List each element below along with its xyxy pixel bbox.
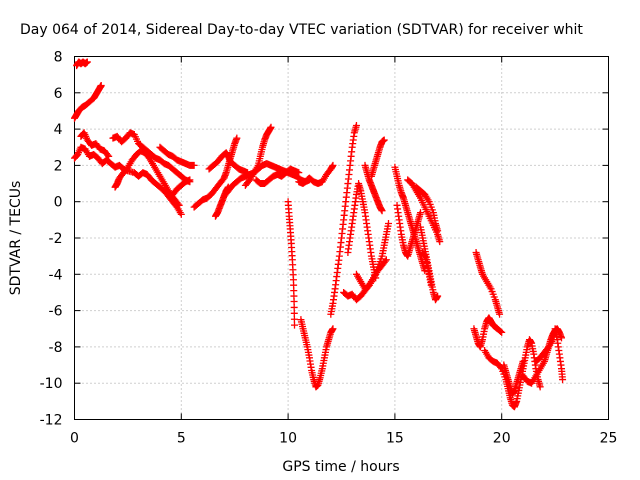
data-point-arc-ac (427, 281, 435, 289)
data-point-arc-v (378, 207, 386, 215)
data-point-arc-f (175, 201, 183, 209)
x-tick: 5 (177, 56, 186, 447)
data-point-arc-ag (519, 357, 527, 365)
y-tick-label: 8 (54, 50, 63, 66)
data-point-arc-w (380, 136, 388, 144)
y-tick: 6 (54, 86, 609, 102)
y-tick-label: -10 (40, 376, 63, 392)
y-tick: 4 (54, 122, 609, 138)
data-point-arc-ae (498, 328, 506, 336)
data-point-arc-ai (559, 376, 567, 384)
x-tick-label: 25 (600, 431, 618, 447)
y-tick: -4 (49, 267, 609, 283)
x-tick-label: 0 (70, 431, 79, 447)
data-point-arc-h (186, 176, 194, 184)
data-point-arc-d (105, 152, 113, 160)
y-tick-label: -8 (49, 340, 63, 356)
data-point-arc-m (267, 123, 275, 131)
y-tick: -10 (40, 376, 609, 392)
data-point-arc-c (83, 58, 91, 66)
x-tick: 10 (279, 56, 297, 447)
x-axis-label: GPS time / hours (282, 459, 399, 475)
data-points (71, 58, 567, 411)
data-point-arc-d (104, 151, 112, 159)
y-tick: 0 (54, 195, 609, 211)
data-point-arc-q (329, 325, 337, 333)
y-tick-label: -4 (49, 267, 63, 283)
data-point-arc-p (329, 161, 337, 169)
data-point-arc-ah (558, 334, 566, 342)
data-point-arc-af (536, 383, 544, 391)
data-point-arc-o (291, 321, 299, 329)
x-tick: 20 (493, 56, 511, 447)
y-tick-label: 2 (54, 158, 63, 174)
x-tick: 15 (386, 56, 404, 447)
data-point-arc-o (290, 298, 298, 306)
data-point-arc-g (190, 161, 198, 169)
y-tick-label: -12 (40, 413, 63, 429)
chart-title: Day 064 of 2014, Sidereal Day-to-day VTE… (20, 22, 583, 38)
y-tick-label: -6 (49, 304, 63, 320)
x-tick-label: 20 (493, 431, 511, 447)
data-point-arc-i (233, 134, 241, 142)
x-tick-label: 10 (279, 431, 297, 447)
data-point-arc-b (97, 82, 105, 90)
y-tick-label: 0 (54, 195, 63, 211)
data-point-arc-r (352, 121, 360, 129)
y-tick: -2 (49, 231, 609, 247)
data-point-arc-f (174, 200, 182, 208)
y-tick-label: 6 (54, 86, 63, 102)
data-point-arc-z (436, 238, 444, 246)
data-point-arc-ae (497, 327, 505, 335)
data-point-arc-aa (434, 227, 442, 235)
data-point-arc-s (382, 256, 390, 264)
y-tick: 2 (54, 158, 609, 174)
x-tick-label: 5 (177, 431, 186, 447)
data-point-arc-u (384, 219, 392, 227)
y-tick: -6 (49, 304, 609, 320)
y-tick-label: 4 (54, 122, 63, 138)
y-tick: -8 (49, 340, 609, 356)
y-tick: 8 (54, 50, 609, 66)
y-axis-ticks: -12 -10 -8 -6 -4 -2 0 2 4 6 8 (40, 50, 609, 429)
x-tick-label: 15 (386, 431, 404, 447)
data-point-arc-n (295, 169, 303, 177)
y-tick: -12 (40, 413, 609, 429)
data-point-arc-y (417, 209, 425, 217)
data-point-arc-a (177, 210, 185, 218)
y-axis-label: SDTVAR / TECUs (8, 181, 24, 296)
data-point-arc-o (290, 315, 298, 323)
data-point-arc-ad (496, 310, 504, 318)
plot-area-frame (74, 56, 609, 420)
data-point-arc-o (290, 303, 298, 311)
x-axis-ticks: 0 5 10 15 20 25 (70, 56, 618, 447)
data-point-arc-o (290, 309, 298, 317)
data-point-arc-ab (434, 292, 442, 300)
y-tick-label: -2 (49, 231, 63, 247)
